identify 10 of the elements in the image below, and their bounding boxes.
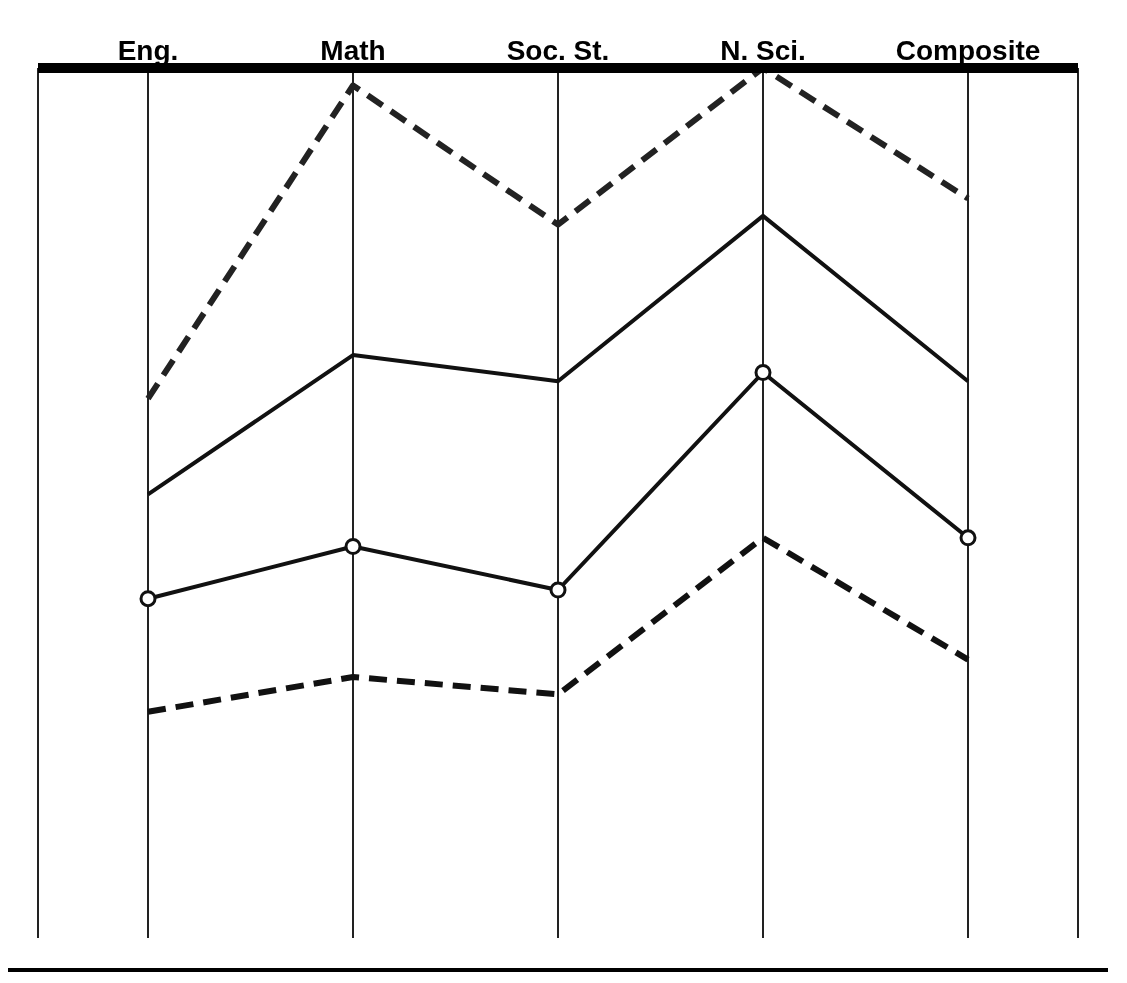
x-tick-label: Composite	[895, 35, 1041, 66]
point	[139, 590, 157, 608]
point	[754, 364, 772, 381]
x-tick-label: Eng.	[117, 35, 179, 66]
x-tick-label: N. Sci.	[720, 35, 806, 66]
x-tick-label: Math	[320, 35, 386, 66]
point	[344, 538, 362, 555]
point	[549, 581, 567, 599]
x-tick-label: Soc. St.	[506, 35, 610, 66]
point	[959, 529, 977, 547]
